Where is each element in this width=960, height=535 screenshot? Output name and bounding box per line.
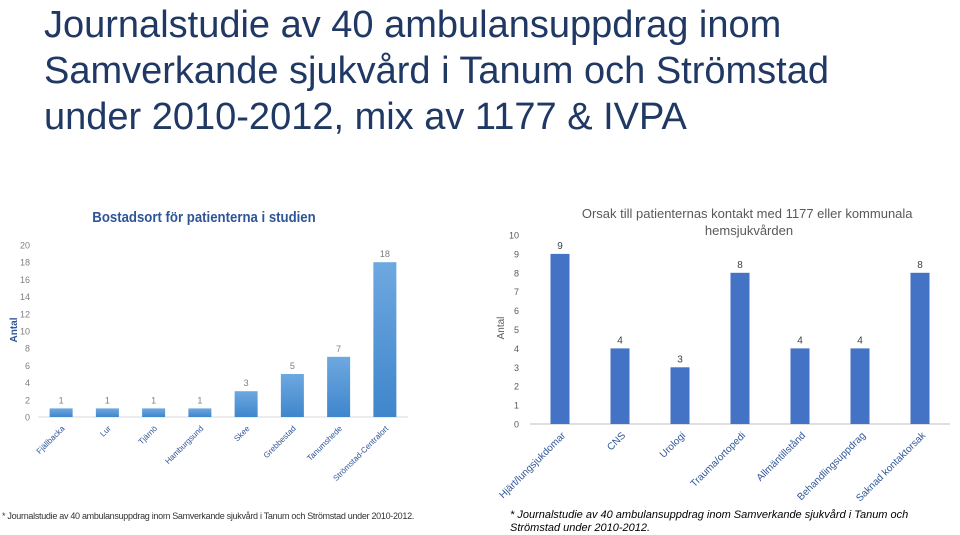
data-label: 9: [557, 241, 563, 252]
bar-skee: [234, 391, 258, 417]
bar-lur: [95, 408, 119, 417]
bar-saknad-kontaktorsak: [910, 272, 930, 424]
bar-hj-rt-lungsjukdomar: [550, 253, 570, 424]
bar-hamburgsund: [188, 408, 212, 417]
slide-title: Journalstudie av 40 ambulansuppdrag inom…: [44, 4, 829, 138]
y-tick-label: 2: [25, 395, 30, 405]
x-tick-label: Tjärnö: [137, 424, 160, 447]
data-label: 1: [59, 395, 64, 405]
data-label: 3: [677, 354, 683, 365]
data-label: 3: [244, 378, 249, 388]
x-tick-label: Allmäntillstånd: [754, 430, 808, 484]
y-tick-label: 20: [20, 241, 30, 251]
x-tick-label: CNS: [605, 430, 628, 453]
bar-str-mstad-centralort: [373, 262, 397, 417]
y-tick-label: 14: [20, 292, 30, 302]
y-tick-label: 10: [20, 327, 30, 337]
x-tick-label: Hamburgsund: [163, 424, 205, 466]
bar-urologi: [670, 367, 690, 424]
data-label: 18: [380, 249, 390, 259]
x-tick-label: Urologi: [658, 430, 688, 460]
footnote-left: * Journalstudie av 40 ambulansuppdrag in…: [2, 511, 414, 521]
bar-cns: [610, 348, 630, 424]
y-tick-label: 3: [514, 363, 519, 373]
y-tick-label: 2: [514, 382, 519, 392]
x-tick-label: Grebbestad: [262, 424, 298, 460]
y-tick-label: 12: [20, 309, 30, 319]
y-tick-label: 8: [514, 268, 519, 278]
y-tick-label: 0: [25, 413, 30, 423]
data-label: 7: [336, 344, 341, 354]
data-label: 8: [737, 260, 743, 271]
bar-tj-rn-: [142, 408, 166, 417]
y-tick-label: 6: [514, 306, 519, 316]
bar-trauma-ortopedi: [730, 272, 750, 424]
footnote-right: * Journalstudie av 40 ambulansuppdrag in…: [510, 509, 909, 534]
bar-fj-llbacka: [49, 408, 73, 417]
x-tick-label: Lur: [98, 424, 113, 439]
y-tick-label: 16: [20, 275, 30, 285]
chart-title: Orsak till patienternas kontakt med 1177…: [582, 206, 916, 238]
data-label: 1: [105, 395, 110, 405]
bar-allm-ntillst-nd: [790, 348, 810, 424]
chart-contact-reason: Orsak till patienternas kontakt med 1177…: [496, 206, 950, 505]
y-tick-label: 6: [25, 361, 30, 371]
y-tick-label: 5: [514, 325, 519, 335]
chart-title-line-1: Orsak till patienternas kontakt med 1177…: [582, 206, 913, 221]
y-tick-label: 10: [509, 231, 519, 241]
y-tick-label: 18: [20, 258, 30, 268]
x-tick-label: Saknad kontaktorsak: [854, 430, 929, 505]
y-tick-label: 4: [514, 344, 519, 354]
y-tick-label: 9: [514, 249, 519, 259]
y-tick-label: 0: [514, 420, 519, 430]
x-tick-label: Tanumshede: [305, 424, 344, 463]
data-label: 4: [857, 335, 863, 346]
y-axis-label: Antal: [9, 317, 20, 342]
bar-tanumshede: [327, 356, 351, 417]
chart-residence: Bostadsort för patienterna i studien Ant…: [9, 208, 408, 483]
y-tick-label: 4: [25, 378, 30, 388]
data-label: 5: [290, 361, 295, 371]
chart-title: Bostadsort för patienterna i studien: [92, 208, 315, 225]
data-label: 8: [917, 260, 923, 271]
x-tick-label: Fjällbacka: [35, 424, 67, 456]
data-label: 1: [151, 395, 156, 405]
y-tick-label: 7: [514, 287, 519, 297]
bar-behandlingsuppdrag: [850, 348, 870, 424]
chart-title-line-2: hemsjukvården: [705, 223, 793, 238]
data-label: 4: [617, 335, 623, 346]
x-tick-label: Trauma/ortopedi: [689, 430, 748, 489]
data-label: 4: [797, 335, 803, 346]
x-tick-label: Skee: [232, 424, 252, 444]
y-tick-label: 1: [514, 401, 519, 411]
data-label: 1: [197, 395, 202, 405]
y-tick-label: 8: [25, 344, 30, 354]
bar-grebbestad: [280, 374, 304, 417]
y-axis-label: Antal: [496, 317, 507, 340]
x-tick-label: Hjärt/lungsjukdomar: [497, 430, 568, 501]
